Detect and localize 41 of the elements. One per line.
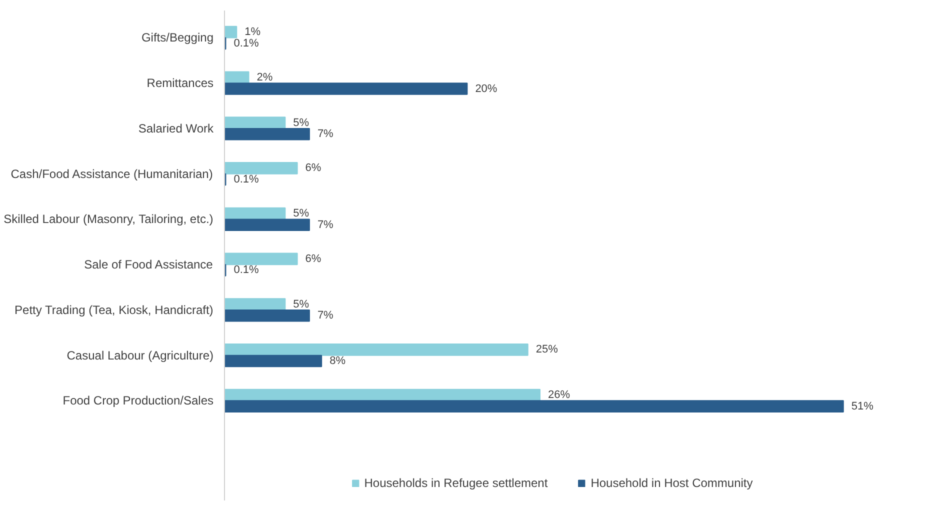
bar [224,26,238,38]
data-label: 7% [317,128,334,140]
y-tick-label: Salaried Work [138,121,214,136]
legend-label: Households in Refugee settlement [364,476,548,490]
bar [224,343,528,356]
bar [224,309,310,322]
data-label: 7% [317,218,334,231]
y-tick-label: Skilled Labour (Masonry, Tailoring, etc.) [4,212,214,226]
data-label: 6% [305,162,322,174]
data-label: 8% [330,354,346,367]
data-label: 26% [548,389,570,402]
bar [224,128,310,140]
bar [224,162,298,174]
data-label: 5% [293,298,310,310]
data-label: 5% [293,116,310,129]
data-label: 2% [256,71,273,84]
legend-label: Household in Host Community [590,476,753,490]
bar [224,252,298,266]
data-label: 7% [317,310,334,322]
y-tick-label: Gifts/Begging [141,30,214,45]
y-tick-label: Petty Trading (Tea, Kiosk, Handicraft) [14,302,214,317]
data-label: 1% [244,26,261,38]
y-tick-label: Casual Labour (Agriculture) [66,348,214,362]
bar [224,116,286,129]
data-label: 0.1% [234,174,260,186]
bar [224,298,286,310]
y-tick-label: Food Crop Production/Sales [62,394,214,408]
bar [224,82,468,95]
y-tick-label: Sale of Food Assistance [84,258,214,272]
y-tick-label: Remittances [146,76,214,90]
bar [224,354,322,368]
bar [224,218,310,232]
y-tick-label: Cash/Food Assistance (Humanitarian) [10,166,213,181]
data-label: 6% [305,252,322,265]
bar [224,400,844,413]
data-label: 20% [475,82,498,95]
data-label: 5% [293,208,310,220]
data-label: 25% [536,344,558,356]
data-label: 0.1% [234,37,260,50]
data-label: 51% [851,400,874,412]
data-label: 0.1% [234,264,260,276]
